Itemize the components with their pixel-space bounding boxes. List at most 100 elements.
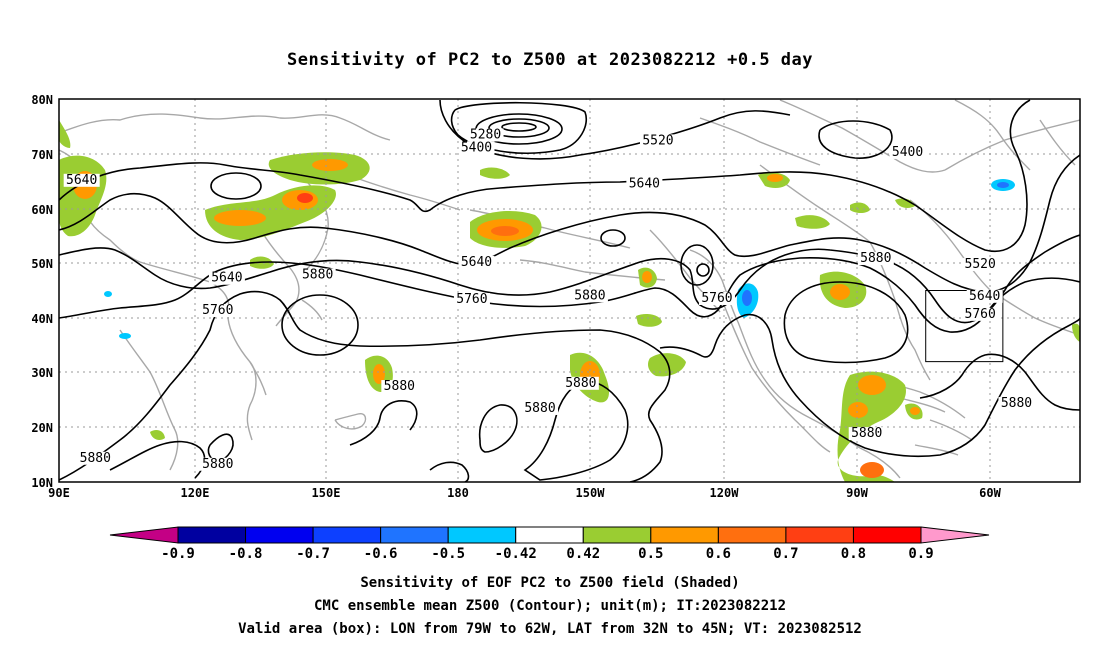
shade-positive-region bbox=[767, 174, 783, 182]
contour-label-bg bbox=[299, 268, 336, 282]
contour-label: 5400 bbox=[892, 145, 923, 160]
contour-label-bg bbox=[998, 397, 1035, 411]
lon-tick-label: 180 bbox=[447, 486, 469, 500]
lon-tick-label: 150E bbox=[312, 486, 341, 500]
colorbar-tick-label: 0.6 bbox=[706, 546, 731, 562]
lat-tick-label: 40N bbox=[31, 312, 53, 326]
colorbar-tick-label: 0.5 bbox=[638, 546, 663, 562]
shade-positive-region bbox=[795, 215, 830, 229]
colorbar-box bbox=[245, 526, 314, 544]
contour-label-bg bbox=[571, 289, 608, 303]
lat-tick-label: 50N bbox=[31, 257, 53, 271]
contour-label-bg bbox=[467, 128, 504, 142]
contour-label-bg bbox=[381, 380, 418, 394]
contour-label: 5280 bbox=[470, 127, 501, 142]
contour-label: 5400 bbox=[461, 141, 492, 156]
contour-label: 5880 bbox=[851, 426, 882, 441]
colorbar-box bbox=[582, 526, 652, 544]
colorbar-tick-label: -0.5 bbox=[431, 546, 465, 562]
contour-label: 5880 bbox=[565, 376, 596, 391]
contour-label-bg bbox=[962, 258, 999, 272]
lat-tick-label: 20N bbox=[31, 421, 53, 435]
colorbar bbox=[109, 526, 990, 544]
contour-label-bg bbox=[77, 451, 114, 465]
shade-positive-region bbox=[312, 159, 348, 171]
map-frame bbox=[58, 98, 1081, 483]
lon-axis: 90E 120E 150E 180 150W 120W 90W 60W bbox=[48, 486, 1001, 500]
shade-positive-region bbox=[648, 353, 686, 377]
lat-tick-label: 10N bbox=[31, 476, 53, 490]
shade-positive-region bbox=[848, 402, 868, 418]
shade-negative-region bbox=[119, 333, 131, 339]
valid-area-box bbox=[925, 290, 1004, 363]
lat-tick-label: 60N bbox=[31, 203, 53, 217]
chart-title: Sensitivity of PC2 to Z500 at 2023082212… bbox=[286, 50, 813, 70]
shade-positive-region bbox=[642, 271, 652, 283]
lat-axis: 80N 70N 60N 50N 40N 30N 20N 10N bbox=[31, 93, 53, 490]
colorbar-tick-label: -0.6 bbox=[364, 546, 398, 562]
shade-negative-region bbox=[104, 291, 112, 297]
shade-positive-region bbox=[491, 226, 519, 236]
contour-label-bg bbox=[562, 376, 599, 390]
colorbar-tick-label: 0.42 bbox=[566, 546, 600, 562]
colorbar-box bbox=[447, 526, 517, 544]
colorbar-tick-label: 0.9 bbox=[908, 546, 933, 562]
contour-label-bg bbox=[522, 401, 559, 415]
lon-tick-label: 150W bbox=[576, 486, 606, 500]
contour-label-bg bbox=[639, 134, 676, 148]
contour-label-bg bbox=[63, 173, 100, 187]
lon-tick-label: 60W bbox=[979, 486, 1001, 500]
contour-label: 5880 bbox=[302, 267, 333, 282]
colorbar-tick-label: -0.8 bbox=[229, 546, 263, 562]
shade-positive-region bbox=[214, 210, 266, 226]
shade-positive-region bbox=[850, 202, 870, 213]
contour-label-bg bbox=[453, 293, 490, 307]
contour-label: 5880 bbox=[1001, 396, 1032, 411]
shade-positive-region bbox=[373, 364, 385, 384]
contour-label-bg bbox=[848, 427, 885, 441]
colorbar-box bbox=[515, 526, 584, 544]
lon-tick-label: 120W bbox=[710, 486, 740, 500]
colorbar-tick-label: 0.8 bbox=[841, 546, 866, 562]
colorbar-tick-label: 0.7 bbox=[773, 546, 798, 562]
contour-label-bg bbox=[458, 141, 495, 155]
colorbar-box bbox=[717, 526, 787, 544]
colorbar-box bbox=[785, 526, 854, 544]
shade-positive-region bbox=[150, 430, 165, 440]
colorbar-low-triangle bbox=[109, 526, 179, 544]
colorbar-box bbox=[650, 526, 719, 544]
contour-label: 5880 bbox=[524, 401, 555, 416]
contour-label-bg bbox=[889, 145, 926, 159]
caption-line-3: Valid area (box): LON from 79W to 62W, L… bbox=[238, 621, 862, 637]
lat-tick-label: 80N bbox=[31, 93, 53, 107]
contour-label: 5880 bbox=[80, 451, 111, 466]
colorbar-box bbox=[380, 526, 449, 544]
colorbar-labels: -0.9 -0.8 -0.7 -0.6 -0.5 -0.42 0.42 0.5 0.6 0.7 0.… bbox=[161, 546, 934, 562]
contour-label: 5520 bbox=[965, 257, 996, 272]
shade-positive-region bbox=[895, 198, 915, 208]
colorbar-tick-label: -0.7 bbox=[296, 546, 330, 562]
shade-positive-region bbox=[830, 284, 850, 300]
contour-label: 5640 bbox=[211, 271, 242, 286]
shade-positive-region bbox=[910, 407, 920, 415]
caption-line-1: Sensitivity of EOF PC2 to Z500 field (Sh… bbox=[360, 575, 740, 591]
contour-label: 5760 bbox=[701, 291, 732, 306]
shade-positive-region bbox=[297, 193, 313, 203]
contour-label: 5760 bbox=[965, 307, 996, 322]
lon-tick-label: 90E bbox=[48, 486, 70, 500]
colorbar-tick-label: -0.42 bbox=[495, 546, 537, 562]
contour-label-bg bbox=[962, 307, 999, 321]
contour-label-bg bbox=[208, 271, 245, 285]
contour-label-bg bbox=[857, 252, 894, 266]
colorbar-tick-label: -0.9 bbox=[161, 546, 195, 562]
shade-negative-region bbox=[742, 290, 752, 306]
contour-label: 5880 bbox=[860, 251, 891, 266]
colorbar-high-triangle bbox=[920, 526, 990, 544]
shade-positive-region bbox=[480, 167, 510, 179]
colorbar-box bbox=[312, 526, 382, 544]
colorbar-box bbox=[177, 526, 247, 544]
contour-label: 5760 bbox=[456, 292, 487, 307]
shade-positive-region bbox=[1072, 323, 1080, 342]
